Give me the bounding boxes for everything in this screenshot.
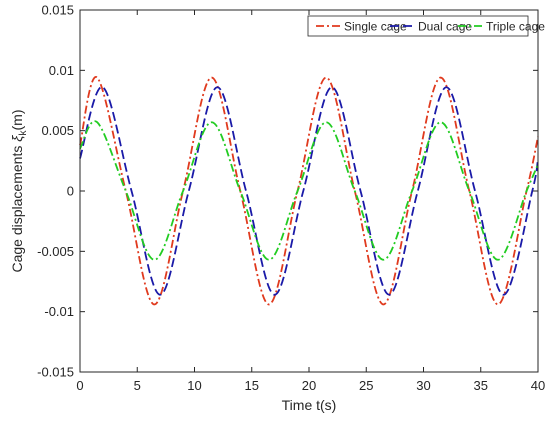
y-tick-label: 0 [67, 184, 74, 199]
y-axis-label-suffix: (m) [9, 109, 25, 130]
y-tick-label: -0.01 [44, 304, 74, 319]
x-tick-label: 15 [245, 378, 259, 393]
x-tick-label: 30 [416, 378, 430, 393]
legend-label-1: Single cage [344, 20, 407, 34]
y-tick-label: -0.015 [37, 365, 74, 380]
series-line-1 [79, 76, 539, 306]
y-axis-label-prefix: Cage displacements [9, 142, 25, 273]
x-tick-label: 35 [474, 378, 488, 393]
y-axis-label-symbol: ξ [9, 135, 25, 142]
legend-label-3: Triple cage [486, 20, 545, 34]
plot-layer [79, 76, 539, 306]
y-axis-ticks: -0.015 -0.01 -0.005 0 0.005 0.01 0.015 [37, 3, 538, 380]
y-axis-label: Cage displacements ξk(m) [9, 109, 29, 272]
series-line-3 [79, 120, 539, 261]
x-axis-label: Time t(s) [282, 397, 337, 413]
y-tick-label: 0.01 [49, 63, 74, 78]
x-tick-label: 25 [359, 378, 373, 393]
y-tick-label: 0.015 [41, 3, 74, 18]
y-tick-label: 0.005 [41, 123, 74, 138]
legend: Single cage Dual cage Triple cage [307, 15, 545, 37]
x-tick-label: 40 [531, 378, 545, 393]
x-tick-label: 20 [302, 378, 316, 393]
x-tick-label: 10 [187, 378, 201, 393]
legend-label-2: Dual cage [418, 20, 472, 34]
x-axis-ticks: 0 5 10 15 20 25 30 35 40 [76, 10, 545, 393]
x-tick-label: 0 [76, 378, 83, 393]
legend-box [307, 15, 529, 37]
y-tick-label: -0.005 [37, 244, 74, 259]
x-tick-label: 5 [134, 378, 141, 393]
y-axis-label-subscript: k [18, 129, 29, 135]
